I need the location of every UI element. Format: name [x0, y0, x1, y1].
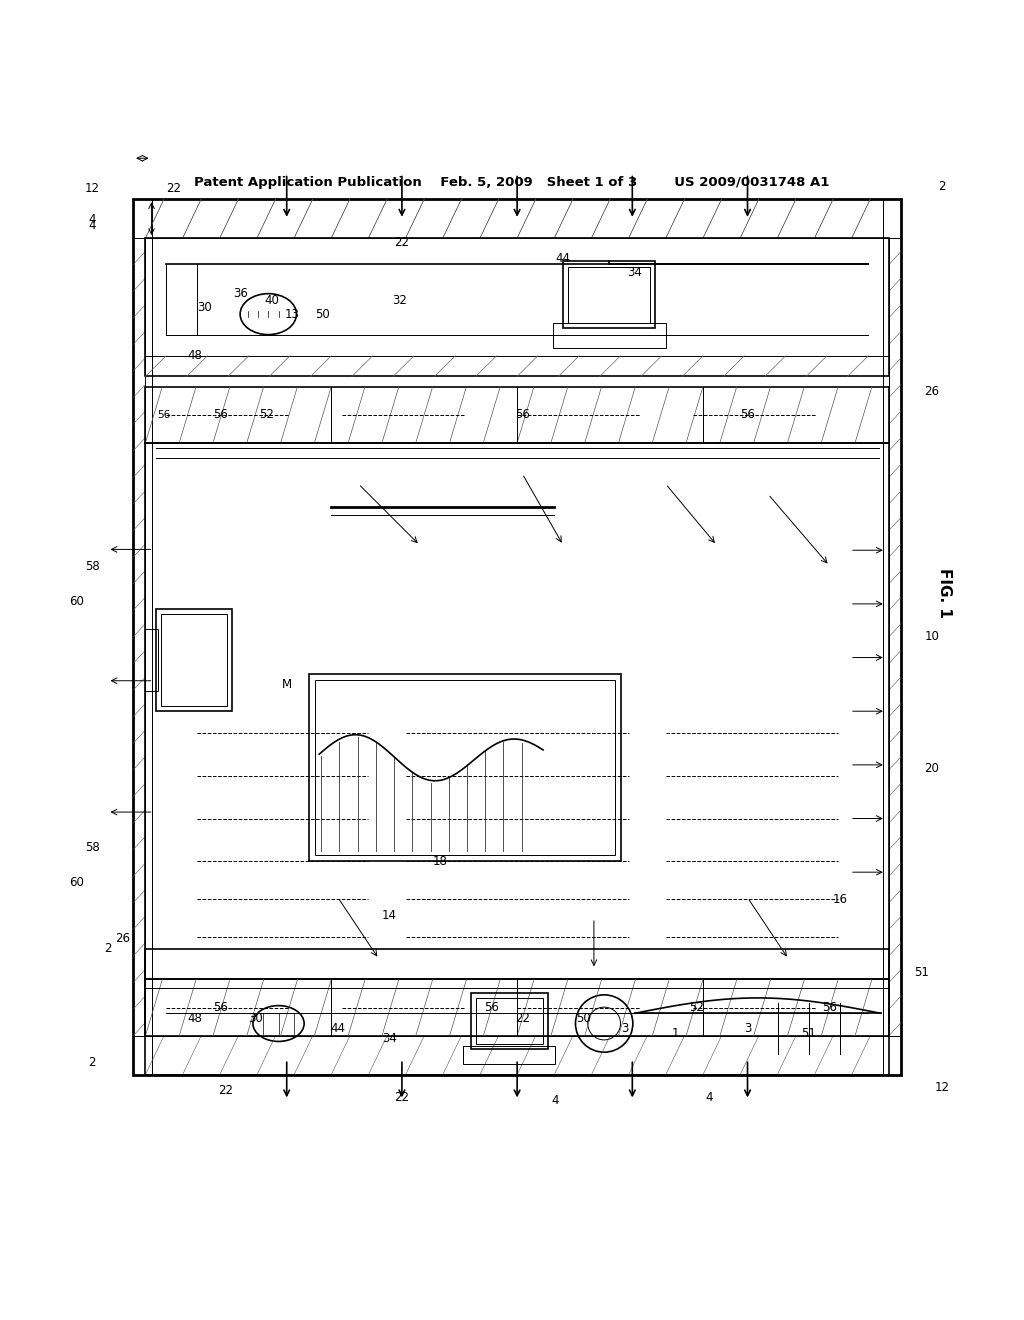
Bar [145, 238, 889, 376]
Text: 36: 36 [233, 286, 248, 300]
Bar [156, 609, 232, 711]
Text: 56: 56 [158, 409, 170, 420]
Text: 44: 44 [331, 1022, 345, 1035]
Text: 4: 4 [88, 214, 96, 226]
Text: 4: 4 [552, 1094, 559, 1106]
Bar [315, 680, 615, 855]
Text: 48: 48 [187, 348, 202, 362]
Text: 56: 56 [822, 1001, 837, 1014]
Text: 26: 26 [925, 385, 939, 399]
Text: 22: 22 [515, 1012, 529, 1024]
Text: 10: 10 [925, 631, 939, 643]
Text: 50: 50 [577, 1012, 591, 1024]
Text: 12: 12 [85, 182, 99, 195]
Text: 2: 2 [938, 181, 946, 194]
Text: 32: 32 [392, 294, 407, 306]
Text: 1: 1 [672, 1027, 680, 1040]
Bar [161, 614, 227, 706]
Text: 56: 56 [213, 408, 227, 421]
Text: 60: 60 [70, 875, 84, 888]
Text: 18: 18 [433, 855, 447, 869]
Text: 52: 52 [259, 408, 273, 421]
Text: 14: 14 [382, 908, 396, 921]
Text: 52: 52 [689, 1001, 703, 1014]
Text: 20: 20 [925, 762, 939, 775]
Text: 56: 56 [213, 1001, 227, 1014]
Text: 56: 56 [484, 1001, 499, 1014]
Text: 51: 51 [914, 966, 929, 979]
Text: Patent Application Publication    Feb. 5, 2009   Sheet 1 of 3        US 2009/003: Patent Application Publication Feb. 5, 2… [195, 177, 829, 189]
Text: 13: 13 [285, 308, 299, 321]
Text: 2: 2 [103, 942, 112, 956]
Text: 58: 58 [85, 841, 99, 854]
Text: 3: 3 [621, 1022, 629, 1035]
Text: 2: 2 [88, 1056, 96, 1069]
Text: 22: 22 [218, 1084, 232, 1097]
Text: FIG. 1: FIG. 1 [937, 568, 952, 618]
Bar [145, 979, 889, 1036]
Bar [133, 199, 901, 1074]
Text: 40: 40 [264, 294, 279, 306]
Text: 48: 48 [187, 1012, 202, 1024]
Bar [563, 261, 655, 327]
Bar [568, 267, 650, 323]
Text: 58: 58 [85, 561, 99, 573]
Text: 4: 4 [88, 219, 96, 232]
Bar [883, 199, 901, 1074]
Text: 34: 34 [382, 1032, 396, 1045]
Text: 44: 44 [556, 252, 570, 265]
Text: 22: 22 [167, 182, 181, 195]
Bar [476, 998, 543, 1044]
Text: 12: 12 [935, 1081, 949, 1093]
Bar [133, 1036, 901, 1074]
Bar [463, 1045, 555, 1064]
Text: 22: 22 [394, 236, 410, 249]
Bar [145, 387, 889, 444]
Text: 30: 30 [249, 1012, 263, 1024]
Text: 56: 56 [740, 408, 755, 421]
Text: 22: 22 [394, 1090, 410, 1104]
Text: 56: 56 [515, 408, 529, 421]
Text: M: M [282, 678, 292, 690]
Text: 51: 51 [802, 1027, 816, 1040]
Bar [145, 949, 889, 1074]
Text: 50: 50 [315, 308, 330, 321]
Text: 4: 4 [706, 1090, 713, 1104]
Text: 26: 26 [116, 932, 130, 945]
Bar [553, 323, 666, 348]
Bar [133, 199, 901, 238]
Text: 60: 60 [70, 595, 84, 609]
Bar [309, 673, 622, 862]
Text: 30: 30 [198, 301, 212, 314]
Text: 3: 3 [743, 1022, 752, 1035]
Text: 16: 16 [833, 892, 847, 906]
Bar [133, 199, 152, 1074]
Bar [145, 630, 158, 690]
Text: 34: 34 [628, 267, 642, 279]
Bar [471, 993, 548, 1049]
